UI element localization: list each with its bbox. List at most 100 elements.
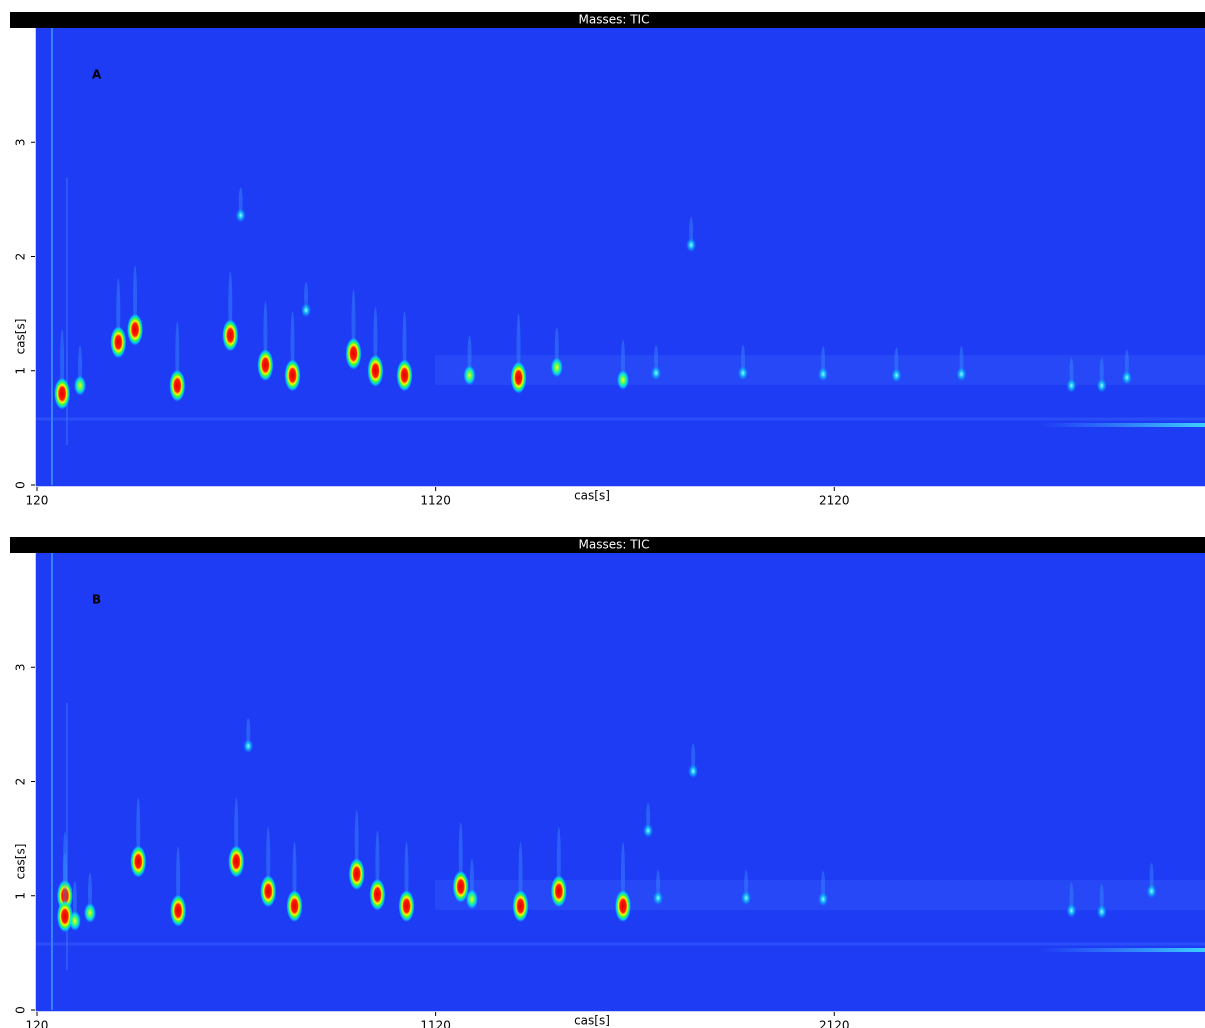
peak-tail bbox=[290, 311, 295, 376]
peak-tail bbox=[60, 329, 65, 394]
y-tick-label: 3 bbox=[14, 663, 28, 671]
peak-tail bbox=[1069, 882, 1074, 911]
peak bbox=[688, 764, 699, 779]
peak bbox=[1096, 904, 1107, 919]
peak-tail bbox=[62, 831, 67, 896]
peak-tail bbox=[689, 217, 694, 246]
peak bbox=[169, 369, 186, 402]
peak-tail bbox=[1149, 863, 1154, 892]
peak bbox=[301, 303, 312, 318]
peak-tail bbox=[467, 335, 472, 376]
peak bbox=[1096, 378, 1107, 393]
peak-tail bbox=[136, 797, 141, 862]
peak-tail bbox=[646, 802, 651, 831]
peak bbox=[616, 369, 629, 390]
peak bbox=[170, 894, 187, 927]
peak-tail bbox=[351, 289, 356, 354]
peak-tail bbox=[821, 346, 826, 375]
peak-tail bbox=[176, 846, 181, 911]
peak-tail bbox=[744, 870, 749, 899]
peak-tail bbox=[292, 842, 297, 907]
peak bbox=[1066, 378, 1077, 393]
peak-tail bbox=[62, 852, 67, 917]
peak-tail bbox=[1099, 883, 1104, 912]
panel-label: A bbox=[92, 68, 102, 82]
peak bbox=[510, 361, 527, 394]
peak bbox=[286, 890, 303, 923]
peak-tail bbox=[620, 339, 625, 380]
peak bbox=[130, 845, 147, 878]
peak bbox=[512, 890, 529, 923]
peak-tail bbox=[894, 347, 899, 376]
peak bbox=[74, 375, 87, 396]
peak-tail bbox=[516, 313, 521, 378]
peak bbox=[68, 910, 81, 931]
peak bbox=[54, 377, 71, 410]
peak-tail bbox=[556, 827, 561, 892]
peak bbox=[465, 889, 478, 910]
x-tick-label: 120 bbox=[26, 494, 49, 508]
peak-tail bbox=[354, 810, 359, 875]
x-tick-label: 2120 bbox=[819, 494, 850, 508]
peak bbox=[737, 366, 748, 381]
peak bbox=[56, 900, 73, 933]
peak-tail bbox=[620, 842, 625, 907]
peak-tail bbox=[691, 743, 696, 772]
panel: Masses: TIC B 120 1120 2120 0 1 2 3 cas[s] cas[s] bbox=[10, 537, 1205, 1028]
peak-tail bbox=[78, 345, 83, 386]
peak-tail bbox=[266, 827, 271, 892]
y-tick-label: 1 bbox=[14, 892, 28, 900]
peak bbox=[110, 326, 127, 359]
x-axis-label: cas[s] bbox=[574, 489, 610, 503]
peak bbox=[643, 823, 654, 838]
peak bbox=[284, 359, 301, 392]
peak-tail bbox=[88, 872, 93, 913]
y-axis-label: cas[s] bbox=[14, 844, 28, 880]
peak-tail bbox=[116, 278, 121, 343]
streak bbox=[1040, 423, 1205, 427]
peak-tail bbox=[821, 871, 826, 900]
x-tick-label: 120 bbox=[26, 1019, 49, 1028]
peak bbox=[818, 367, 829, 382]
peak bbox=[653, 891, 664, 906]
peak-tail bbox=[263, 301, 268, 366]
title-bar bbox=[10, 537, 1205, 553]
peak-tail bbox=[246, 718, 251, 747]
peak-tail bbox=[959, 346, 964, 375]
x-axis-label: cas[s] bbox=[574, 1014, 610, 1028]
peak bbox=[614, 890, 631, 923]
peak-tail bbox=[1069, 357, 1074, 386]
peak-tail bbox=[234, 797, 239, 862]
peak bbox=[651, 366, 662, 381]
peak-tail bbox=[656, 870, 661, 899]
peak-tail bbox=[458, 822, 463, 887]
y-tick-label: 0 bbox=[14, 1006, 28, 1014]
peak bbox=[367, 354, 384, 387]
peak bbox=[741, 891, 752, 906]
peak bbox=[84, 902, 97, 923]
streak bbox=[1040, 948, 1205, 952]
peak-tail bbox=[740, 345, 745, 374]
peak-tail bbox=[554, 327, 559, 368]
y-tick-label: 2 bbox=[14, 778, 28, 786]
peak-tail bbox=[1099, 357, 1104, 386]
panel-title: Masses: TIC bbox=[579, 538, 650, 552]
peak bbox=[127, 313, 144, 346]
panel-title: Masses: TIC bbox=[579, 13, 650, 27]
peak-tail bbox=[133, 265, 138, 330]
y-tick-label: 2 bbox=[14, 253, 28, 261]
peak bbox=[398, 890, 415, 923]
peak-tail bbox=[402, 311, 407, 376]
peak bbox=[257, 349, 274, 382]
peak-tail bbox=[175, 321, 180, 386]
peak-tail bbox=[373, 306, 378, 371]
peak-tail bbox=[469, 859, 474, 900]
peak bbox=[686, 238, 697, 253]
peak-tail bbox=[304, 282, 309, 311]
peak bbox=[260, 875, 277, 908]
peak bbox=[1066, 903, 1077, 918]
peak-tail bbox=[375, 830, 380, 895]
peak bbox=[396, 359, 413, 392]
x-tick-label: 2120 bbox=[819, 1019, 850, 1028]
